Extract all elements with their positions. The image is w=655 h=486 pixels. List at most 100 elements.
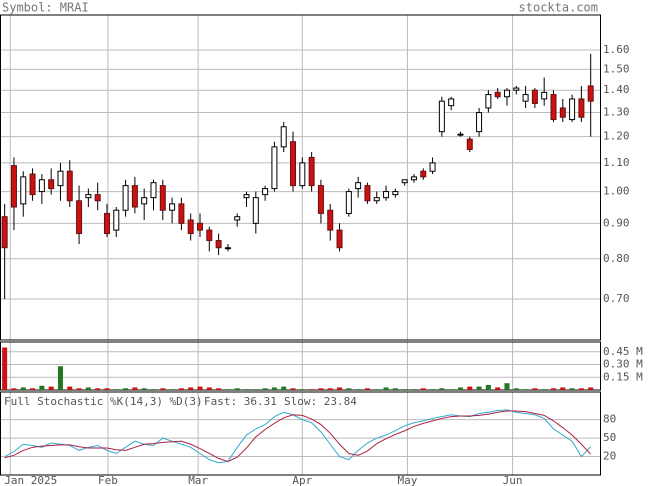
y-tick-label: 1.20 [603,130,630,143]
y-tick-label: 0.45 M [603,345,643,358]
candle-body [457,133,464,136]
volume-bar [20,387,26,390]
legend-entry: Fast: 36.31 [204,395,277,408]
volume-bar [392,388,398,390]
volume-bar [439,388,445,390]
x-tick-label: Jan 2025 [4,474,57,486]
candle-body [327,209,334,231]
y-tick-label: 1.40 [603,83,630,96]
volume-bar [560,387,566,390]
candle-body [373,197,380,202]
candle-body [243,194,250,199]
candle-body [271,146,278,190]
candle-body [215,240,222,249]
volume-bar [271,387,277,390]
volume-bar [216,388,222,390]
y-tick-label: 0.90 [603,216,630,229]
volume-bar [234,388,240,390]
candle-body [85,194,92,199]
candle-body [345,191,352,214]
candle-body [466,138,473,150]
volume-bar [169,389,175,390]
y-tick-label: 80 [603,413,616,426]
candle-body [169,203,176,211]
candle-body [94,194,101,202]
panel-frame [0,391,601,476]
site: stockta.com [519,1,598,15]
candle-body [550,94,557,121]
volume-bar [355,389,361,390]
x-tick-label: Jun [503,474,523,486]
candle-body [290,141,297,187]
candle-body [569,98,576,121]
volume-bar [2,347,8,390]
candle-body [76,200,83,235]
y-tick-label: 0.80 [603,252,630,265]
candle-body [150,182,157,199]
volume-bar [457,387,463,390]
volume-bar [95,388,101,390]
volume-bar [30,388,36,390]
candle-body [48,179,55,190]
candle-body [485,94,492,109]
volume-bar [290,388,296,390]
candle-body [178,203,185,224]
volume-bar [132,387,138,390]
volume-bar [178,388,184,390]
volume-bar [411,389,417,390]
volume-bar [262,388,268,390]
candle-body [513,87,520,91]
volume-bar [281,386,287,390]
volume-bar [550,388,556,390]
candle-body [141,197,148,205]
candle-body [317,185,324,214]
candle-body [206,229,213,242]
candle-body [299,162,306,187]
y-tick-label: 1.30 [603,106,630,119]
volume-bar [160,388,166,390]
y-tick-label: 0.70 [603,292,630,305]
volume-bar [85,387,91,390]
volume-bar [578,388,584,390]
volume-bar [150,389,156,390]
volume-bar [76,388,82,390]
volume-bar [225,389,231,390]
candle-body [476,112,483,133]
volume-bar [337,387,343,390]
volume-bar [309,389,315,390]
volume-bar [374,389,380,390]
candle-body [392,191,399,196]
volume-bar [346,388,352,390]
y-tick-label: 1.60 [603,43,630,56]
volume-bar [141,388,147,390]
candle-body [541,91,548,100]
volume-bar [541,389,547,390]
candle-body [336,229,343,249]
y-tick-label: 1.50 [603,62,630,75]
y-tick-label: 0.30 M [603,358,643,371]
candle-body [262,188,269,196]
candle-body [57,170,64,187]
candle-body [66,170,73,202]
volume-bar [476,386,482,390]
candle-body [587,85,594,102]
candle-body [401,179,408,184]
candle-body [1,216,8,249]
candle-body [122,185,129,211]
candle-body [559,107,566,118]
legend-entry: Slow: 23.84 [284,395,357,408]
volume-bar [188,387,194,390]
candle-body [494,91,501,98]
stochastic-line [4,409,592,464]
volume-bar [253,389,259,390]
volume-bar [104,388,110,390]
volume-bar [495,387,501,390]
candle-body [410,176,417,181]
volume-bar [504,383,510,390]
x-tick-label: Feb [98,474,118,486]
candle-body [20,176,27,205]
volume-bar [513,388,519,390]
y-tick-label: 1.00 [603,185,630,198]
candle-body [131,185,138,208]
